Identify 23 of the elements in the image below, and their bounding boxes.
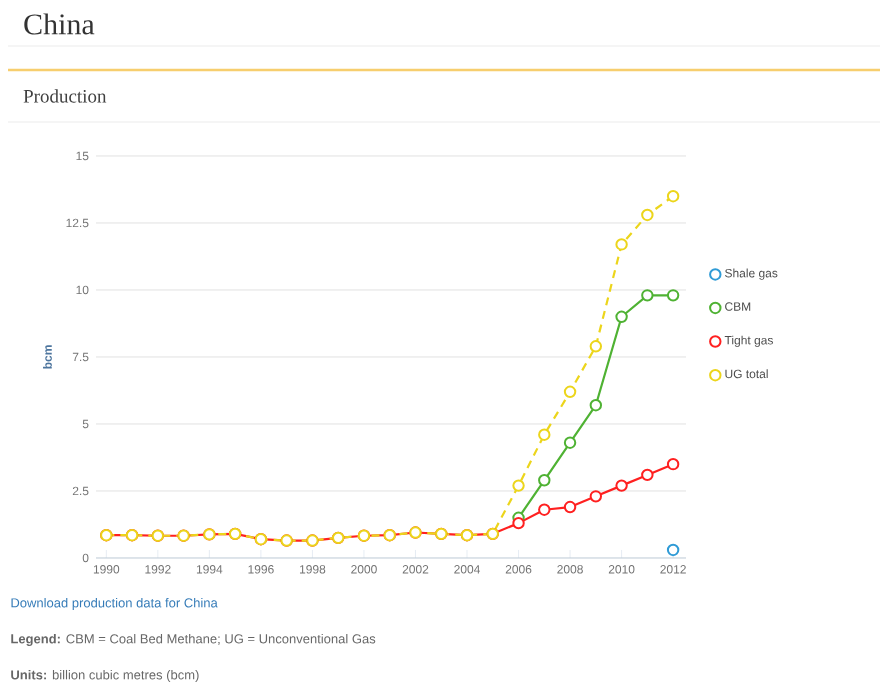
chart-title: China xyxy=(24,13,95,35)
point xyxy=(589,340,603,353)
point xyxy=(641,208,654,222)
point xyxy=(512,516,525,530)
point xyxy=(666,543,680,557)
point xyxy=(641,468,654,482)
point xyxy=(589,399,603,412)
point xyxy=(538,428,551,441)
point xyxy=(666,189,680,203)
chart-subtitle: Production xyxy=(23,89,107,103)
point xyxy=(563,436,577,449)
point xyxy=(512,479,525,492)
point xyxy=(666,289,680,302)
point xyxy=(589,490,603,503)
point xyxy=(563,385,577,399)
point xyxy=(538,474,551,487)
point xyxy=(563,500,577,514)
point xyxy=(615,310,628,323)
point xyxy=(641,289,654,302)
point xyxy=(666,457,680,471)
point xyxy=(615,479,628,492)
point xyxy=(615,238,628,251)
point xyxy=(538,503,551,516)
